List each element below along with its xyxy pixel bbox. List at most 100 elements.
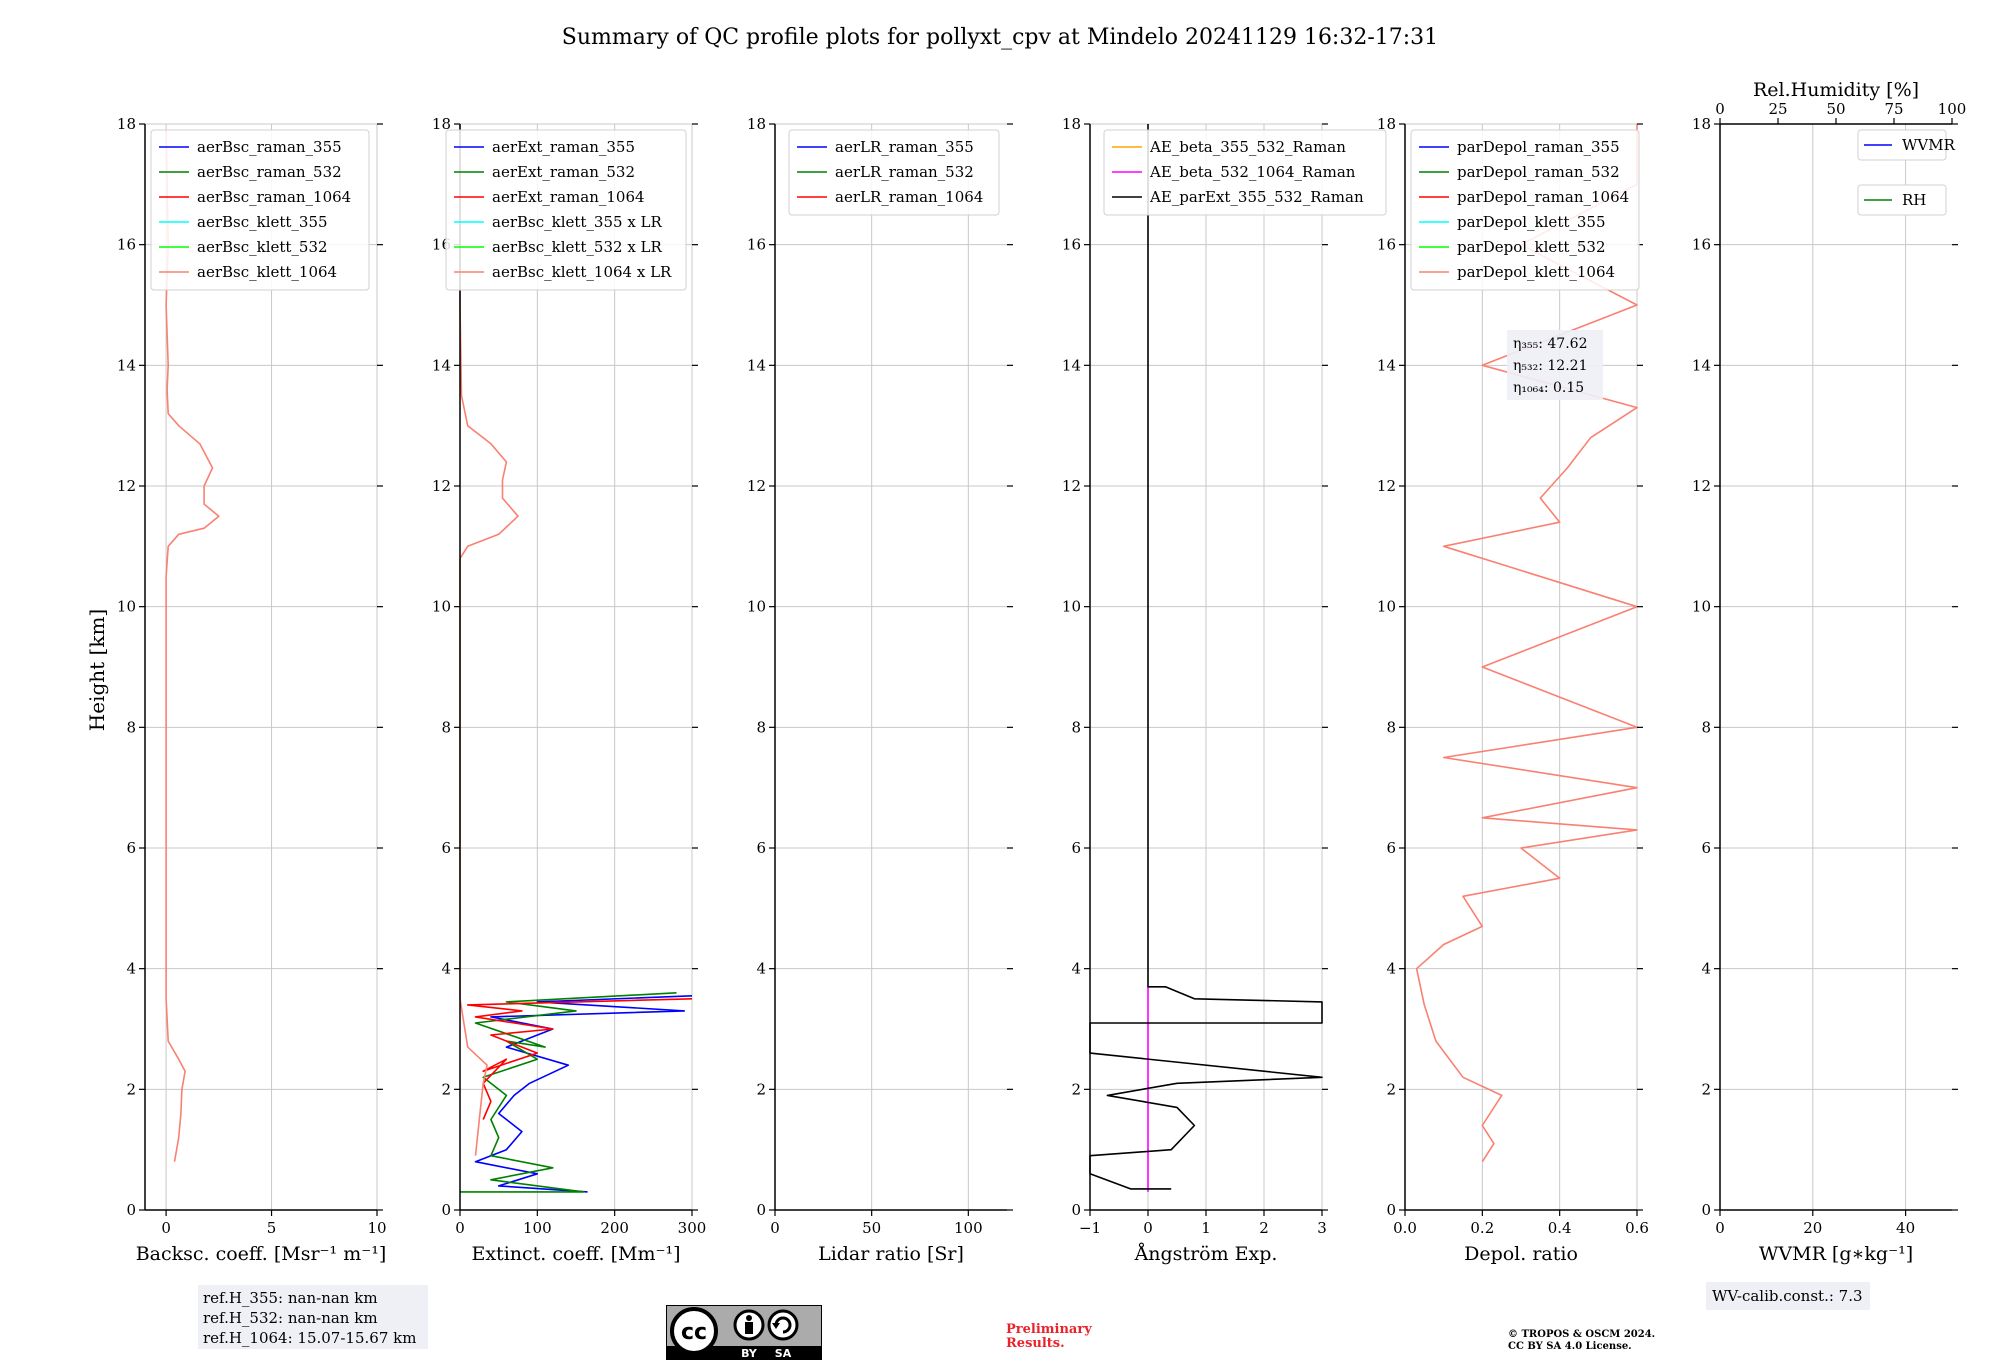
legend-entry: parDepol_klett_1064 xyxy=(1457,263,1615,281)
y-tick-label: 16 xyxy=(1377,236,1396,254)
y-tick-label: 16 xyxy=(747,236,766,254)
x-tick-label: 3 xyxy=(1317,1219,1327,1237)
top-x-tick-label: 25 xyxy=(1768,100,1787,118)
cc-by-sa-badge: cc BY SA xyxy=(666,1305,822,1360)
x-tick-label: 0 xyxy=(770,1219,780,1237)
y-tick-label: 4 xyxy=(1071,960,1081,978)
legend-entry: aerBsc_klett_355 xyxy=(197,213,328,231)
y-tick-label: 8 xyxy=(126,718,136,736)
y-tick-label: 2 xyxy=(1386,1080,1396,1098)
x-tick-label: −1 xyxy=(1079,1219,1101,1237)
legend-box xyxy=(150,129,370,291)
legend-box xyxy=(1410,129,1640,291)
y-tick-label: 18 xyxy=(1692,115,1711,133)
y-tick-label: 2 xyxy=(1071,1080,1081,1098)
sa-label: SA xyxy=(775,1347,792,1360)
eta-annotation: η₃₅₅: 47.62 xyxy=(1513,336,1587,352)
top-x-axis-label: Rel.Humidity [%] xyxy=(1753,79,1919,101)
y-tick-label: 0 xyxy=(1071,1201,1081,1219)
legend-entry: aerExt_raman_355 xyxy=(492,138,635,156)
y-tick-label: 16 xyxy=(1692,236,1711,254)
y-tick-label: 6 xyxy=(1701,839,1711,857)
legend-entry: aerExt_raman_1064 xyxy=(492,188,645,206)
x-axis-label: Extinct. coeff. [Mm⁻¹] xyxy=(471,1243,680,1265)
y-tick-label: 0 xyxy=(1701,1201,1711,1219)
series-aerBsc_klett_1064 x LR xyxy=(459,124,519,1156)
y-tick-label: 4 xyxy=(126,960,136,978)
wv-calibration-box: WV-calib.const.: 7.3 xyxy=(1706,1282,1870,1310)
x-tick-label: 100 xyxy=(954,1219,983,1237)
x-tick-label: 0.0 xyxy=(1393,1219,1417,1237)
panel-lidar_ratio: 0 2 4 6 8 10 12 14 16 18 0 50 100 Lidar ratio [Sr] aer… xyxy=(747,115,1013,1265)
legend-entry: aerBsc_klett_532 xyxy=(197,238,328,256)
top-x-tick-label: 100 xyxy=(1938,100,1967,118)
legend-entry: parDepol_raman_355 xyxy=(1457,138,1620,156)
y-tick-label: 18 xyxy=(1377,115,1396,133)
y-tick-label: 14 xyxy=(747,356,766,374)
sa-icon xyxy=(767,1309,799,1341)
y-tick-label: 14 xyxy=(1692,356,1711,374)
eta-annotation: η₅₃₂: 12.21 xyxy=(1513,358,1587,374)
legend-entry: aerLR_raman_1064 xyxy=(835,188,983,206)
legend-entry: aerBsc_klett_1064 x LR xyxy=(492,263,672,281)
y-tick-label: 6 xyxy=(441,839,451,857)
y-tick-label: 16 xyxy=(117,236,136,254)
x-tick-label: 0.4 xyxy=(1548,1219,1572,1237)
top-x-tick-label: 0 xyxy=(1715,100,1725,118)
legend-box xyxy=(1103,129,1387,216)
legend-box xyxy=(788,129,1000,216)
y-tick-label: 0 xyxy=(441,1201,451,1219)
x-tick-label: 0.6 xyxy=(1625,1219,1649,1237)
eta-annotation: η₁₀₆₄: 0.15 xyxy=(1513,380,1584,396)
top-x-tick-label: 75 xyxy=(1884,100,1903,118)
legend-box xyxy=(1857,184,1947,216)
x-tick-label: 20 xyxy=(1803,1219,1822,1237)
series-aerBsc_klett_1064 xyxy=(165,129,220,1162)
y-tick-label: 10 xyxy=(432,598,451,616)
y-tick-label: 6 xyxy=(1386,839,1396,857)
y-tick-label: 14 xyxy=(432,356,451,374)
x-axis-label: Ångström Exp. xyxy=(1134,1243,1278,1265)
y-tick-label: 18 xyxy=(747,115,766,133)
y-tick-label: 6 xyxy=(756,839,766,857)
y-tick-label: 4 xyxy=(1701,960,1711,978)
legend-box xyxy=(1857,129,1947,161)
ref-height-1064: ref.H_1064: 15.07-15.67 km xyxy=(203,1329,417,1347)
y-tick-label: 0 xyxy=(756,1201,766,1219)
x-axis-label: Depol. ratio xyxy=(1464,1243,1578,1265)
y-tick-label: 8 xyxy=(441,718,451,736)
y-tick-label: 12 xyxy=(1062,477,1081,495)
y-tick-label: 2 xyxy=(1701,1080,1711,1098)
legend-entry: parDepol_raman_532 xyxy=(1457,163,1620,181)
cc-icon: cc xyxy=(670,1307,718,1355)
x-tick-label: 2 xyxy=(1259,1219,1269,1237)
y-tick-label: 16 xyxy=(1062,236,1081,254)
x-tick-label: 0 xyxy=(161,1219,171,1237)
y-tick-label: 14 xyxy=(1062,356,1081,374)
x-tick-label: 50 xyxy=(862,1219,881,1237)
by-label: BY xyxy=(741,1347,758,1360)
y-tick-label: 14 xyxy=(1377,356,1396,374)
series-aerExt_raman_532 xyxy=(460,992,677,1193)
x-tick-label: 100 xyxy=(523,1219,552,1237)
panel-depol: 0 2 4 6 8 10 12 14 16 18 0.0 0.2 0.4 0.6 Depol. ratio p… xyxy=(1377,115,1649,1265)
legend-entry: aerBsc_klett_532 x LR xyxy=(492,238,663,256)
legend-entry: RH xyxy=(1902,191,1926,209)
reference-height-box: ref.H_355: nan-nan km ref.H_532: nan-nan… xyxy=(198,1285,428,1349)
y-axis-label: Height [km] xyxy=(85,609,109,731)
y-tick-label: 2 xyxy=(441,1080,451,1098)
legend-entry: aerBsc_klett_355 x LR xyxy=(492,213,663,231)
preliminary-results-note: Preliminary Results. xyxy=(1006,1322,1092,1351)
x-tick-label: 0 xyxy=(1143,1219,1153,1237)
x-tick-label: 1 xyxy=(1201,1219,1211,1237)
y-tick-label: 6 xyxy=(126,839,136,857)
y-tick-label: 4 xyxy=(441,960,451,978)
y-tick-label: 8 xyxy=(756,718,766,736)
legend-entry: AE_parExt_355_532_Raman xyxy=(1149,188,1364,206)
legend-box xyxy=(445,129,687,291)
y-tick-label: 6 xyxy=(1071,839,1081,857)
panel-backscatter: 0 2 4 6 8 10 12 14 16 18 0 5 10 Backsc. coeff. [Msr⁻¹… xyxy=(117,115,387,1265)
